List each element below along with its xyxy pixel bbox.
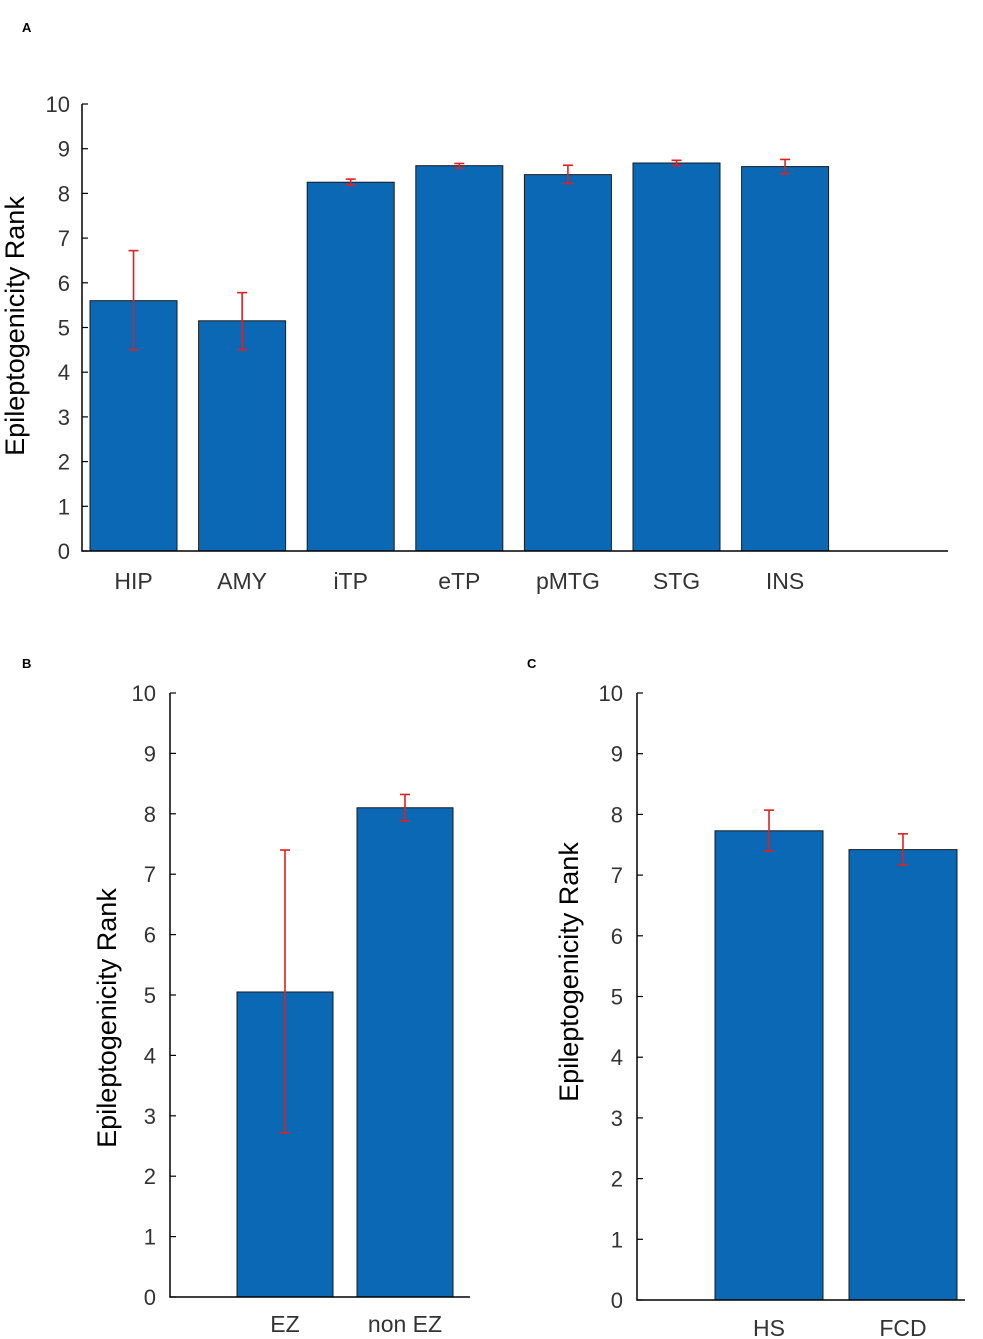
y-tick-label: 8 bbox=[611, 802, 623, 827]
panel-b-y-axis-label: Epileptogenicity Rank bbox=[92, 888, 122, 1148]
y-tick-label: 3 bbox=[58, 405, 70, 430]
y-tick-label: 2 bbox=[144, 1164, 156, 1189]
y-tick-label: 0 bbox=[611, 1288, 623, 1313]
bar-pmtg bbox=[523, 174, 612, 552]
y-tick-label: 2 bbox=[611, 1167, 623, 1192]
y-tick-label: 3 bbox=[611, 1106, 623, 1131]
y-tick-label: 1 bbox=[58, 494, 70, 519]
y-tick-label: 8 bbox=[58, 181, 70, 206]
panel-c-axes bbox=[636, 693, 965, 1301]
y-tick-label: 6 bbox=[58, 271, 70, 296]
panel-a-y-ticks: 0 1 2 3 4 5 6 7 8 9 10 bbox=[46, 92, 88, 564]
y-tick-label: 10 bbox=[132, 681, 156, 706]
panel-b: B Epileptogenicity Rank 0 1 2 3 4 5 6 7 8 9 10 EZ n… bbox=[22, 656, 470, 1337]
y-tick-label: 7 bbox=[611, 863, 623, 888]
panel-b-y-ticks: 0 1 2 3 4 5 6 7 8 9 10 bbox=[132, 681, 176, 1310]
bar-non-ez bbox=[356, 807, 454, 1298]
y-tick-label: 7 bbox=[58, 226, 70, 251]
panel-a-error-bars bbox=[128, 158, 791, 351]
y-tick-label: 10 bbox=[46, 92, 70, 117]
panel-a-bars bbox=[89, 162, 830, 552]
y-tick-label: 2 bbox=[58, 450, 70, 475]
x-tick-label: INS bbox=[766, 568, 804, 594]
y-tick-label: 3 bbox=[144, 1104, 156, 1129]
y-tick-label: 9 bbox=[58, 137, 70, 162]
y-tick-label: 9 bbox=[611, 742, 623, 767]
panel-c: C Epileptogenicity Rank 0 1 2 3 4 5 6 7 8 9 10 HS F… bbox=[527, 656, 965, 1339]
x-tick-label: non EZ bbox=[368, 1311, 442, 1337]
panel-a-axes bbox=[81, 104, 948, 552]
panel-b-bars bbox=[236, 807, 454, 1298]
panel-a-x-tick-labels: HIP AMY iTP eTP pMTG STG INS bbox=[114, 568, 804, 594]
x-tick-label: iTP bbox=[333, 568, 368, 594]
y-tick-label: 9 bbox=[144, 741, 156, 766]
panel-b-x-tick-labels: EZ non EZ bbox=[270, 1311, 442, 1337]
panel-c-error-bars bbox=[764, 809, 908, 866]
y-tick-label: 4 bbox=[58, 360, 70, 385]
y-tick-label: 5 bbox=[58, 316, 70, 341]
x-tick-label: eTP bbox=[438, 568, 480, 594]
x-tick-label: STG bbox=[653, 568, 700, 594]
panel-b-label: B bbox=[22, 656, 31, 671]
bar-amy bbox=[198, 320, 287, 552]
x-tick-label: AMY bbox=[217, 568, 267, 594]
bar-stg bbox=[632, 162, 721, 552]
panel-c-label: C bbox=[527, 656, 537, 671]
x-tick-label: FCD bbox=[879, 1315, 926, 1339]
x-tick-label: pMTG bbox=[536, 568, 600, 594]
x-tick-label: HS bbox=[753, 1315, 785, 1339]
y-tick-label: 5 bbox=[144, 983, 156, 1008]
panel-c-x-tick-labels: HS FCD bbox=[753, 1315, 927, 1339]
panel-b-error-bars bbox=[280, 793, 410, 1134]
bar-hs bbox=[714, 830, 824, 1301]
y-tick-label: 0 bbox=[144, 1285, 156, 1310]
bar-ins bbox=[741, 166, 830, 552]
y-tick-label: 5 bbox=[611, 985, 623, 1010]
y-tick-label: 7 bbox=[144, 862, 156, 887]
panel-a-label: A bbox=[22, 20, 32, 35]
y-tick-label: 1 bbox=[144, 1225, 156, 1250]
panel-b-axes bbox=[169, 693, 470, 1298]
panel-a-y-axis-label: Epileptogenicity Rank bbox=[0, 196, 30, 456]
panel-c-y-axis-label: Epileptogenicity Rank bbox=[554, 842, 584, 1102]
x-tick-label: EZ bbox=[270, 1311, 299, 1337]
y-tick-label: 8 bbox=[144, 802, 156, 827]
y-tick-label: 6 bbox=[144, 923, 156, 948]
y-tick-label: 4 bbox=[144, 1043, 156, 1068]
bar-itp bbox=[306, 181, 395, 552]
y-tick-label: 0 bbox=[58, 539, 70, 564]
x-tick-label: HIP bbox=[114, 568, 152, 594]
panel-c-bars bbox=[714, 830, 958, 1301]
bar-etp bbox=[415, 165, 504, 552]
y-tick-label: 6 bbox=[611, 924, 623, 949]
bar-fcd bbox=[848, 849, 958, 1301]
panel-a: A Epileptogenicity Rank 0 1 2 3 4 5 6 7 8 9 10 HIP… bbox=[0, 20, 948, 594]
y-tick-label: 1 bbox=[611, 1227, 623, 1252]
y-tick-label: 10 bbox=[599, 681, 623, 706]
panel-c-y-ticks: 0 1 2 3 4 5 6 7 8 9 10 bbox=[599, 681, 643, 1313]
y-tick-label: 4 bbox=[611, 1045, 623, 1070]
